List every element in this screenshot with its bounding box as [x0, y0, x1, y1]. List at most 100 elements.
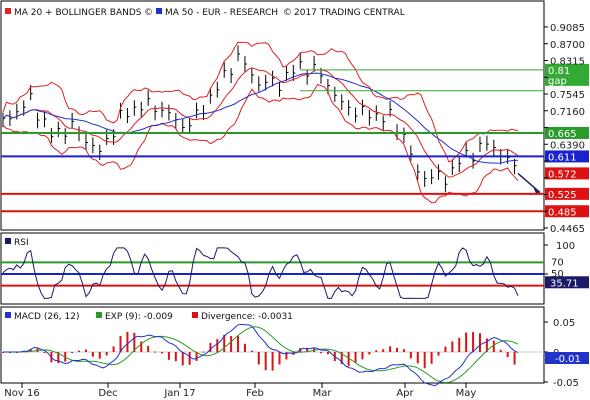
- macd-current-badge: [545, 352, 589, 364]
- divergence-bar: [84, 349, 87, 352]
- divergence-bar: [416, 352, 419, 364]
- ma50-line: [2, 72, 519, 164]
- bollinger-upper-line: [2, 41, 519, 163]
- forecast-arrow: [517, 172, 541, 194]
- divergence-bar: [223, 334, 226, 352]
- legend-ma20-swatch: [5, 8, 11, 14]
- divergence-bar: [340, 352, 343, 365]
- legend-copyright: 2017 TRADING CENTRAL: [294, 8, 405, 18]
- legend-ma50-swatch: [156, 8, 162, 14]
- divergence-bar: [209, 342, 212, 352]
- price-y-tick-label: 0.9085: [550, 23, 585, 34]
- divergence-bar: [264, 352, 267, 371]
- divergence-bar: [444, 346, 447, 352]
- divergence-bar: [154, 351, 157, 353]
- x-tick-label: Mar: [313, 388, 333, 399]
- divergence-bar: [57, 352, 60, 364]
- divergence-bar: [250, 350, 253, 352]
- x-tick-label: Jan 17: [163, 388, 195, 399]
- divergence-bar: [43, 352, 46, 353]
- x-axis: Nov 16 Dec Jan 17 Feb Mar Apr May: [4, 383, 476, 399]
- level-badge-4: [545, 167, 589, 180]
- divergence-bar: [195, 352, 198, 361]
- price-y-tick-label: 0.7160: [550, 107, 585, 118]
- legend-macd-swatch: [5, 312, 11, 318]
- level-badge-6: [545, 205, 589, 218]
- level-badge-5: [545, 187, 589, 200]
- divergence-bar: [278, 352, 281, 365]
- rsi-level-label-1: 50: [551, 269, 564, 280]
- x-tick-label: Apr: [396, 388, 414, 399]
- divergence-bar: [465, 332, 468, 352]
- price-y-tick-label: 0.8700: [550, 40, 585, 51]
- divergence-bar: [451, 341, 454, 352]
- x-tick-label: Nov 16: [4, 388, 39, 399]
- level-label-4: 0.572: [548, 169, 577, 180]
- legend-divergence-label: Divergence: -0.0031: [201, 312, 293, 322]
- divergence-bar: [319, 352, 322, 354]
- level-badge-2: [545, 126, 589, 139]
- divergence-bar: [91, 352, 94, 357]
- divergence-bar: [105, 352, 108, 356]
- divergence-bar: [285, 352, 288, 360]
- divergence-bar: [326, 352, 329, 355]
- rsi-current-label: 35.71: [550, 278, 579, 289]
- legend-rsi-label: RSI: [14, 238, 29, 248]
- divergence-bar: [257, 352, 260, 365]
- divergence-bar: [368, 352, 371, 355]
- divergence-bar: [506, 352, 509, 358]
- rsi-level-label-0: 70: [551, 257, 564, 268]
- level-label-3: 0.611: [548, 152, 577, 163]
- rsi-current-badge: [545, 276, 589, 289]
- divergence-bar: [458, 337, 461, 352]
- macd-y-tick-label: -0.05: [553, 378, 579, 389]
- rsi-panel-frame: [0, 232, 545, 305]
- copyright-icon: ©: [144, 8, 153, 18]
- divergence-bar: [347, 352, 350, 367]
- divergence-bar: [472, 332, 475, 352]
- divergence-bar: [140, 341, 143, 352]
- divergence-bar: [396, 347, 399, 352]
- divergence-bar: [119, 335, 122, 352]
- macd-current-label: -0.01: [555, 354, 581, 365]
- divergence-bar: [174, 352, 177, 362]
- level-label-2: 0.665: [548, 129, 577, 140]
- divergence-bar: [478, 333, 481, 352]
- rsi-y-tick-label: 100: [556, 241, 575, 252]
- divergence-bar: [513, 352, 516, 365]
- macd-panel-frame: [0, 306, 545, 384]
- bollinger-lower-line: [2, 84, 519, 204]
- rsi-legend: RSI: [5, 238, 29, 248]
- divergence-bar: [382, 349, 385, 352]
- divergence-bar: [188, 352, 191, 365]
- legend-exp-label: EXP (9): -0.009: [105, 312, 173, 322]
- divergence-bar: [271, 352, 274, 371]
- legend-ma20-label: MA 20 + BOLLINGER BANDS: [14, 8, 142, 18]
- level-label-0: 0.81: [548, 66, 570, 77]
- divergence-bar: [98, 352, 101, 359]
- legend-ma50-label: MA 50 - EUR - RESEARCH: [165, 8, 278, 18]
- price-y-tick-label: 0.8315: [550, 57, 585, 68]
- price-series: [2, 41, 541, 204]
- divergence-bar: [237, 335, 240, 352]
- price-legend: MA 20 + BOLLINGER BANDS © MA 50 - EUR - …: [5, 8, 405, 18]
- macd-y-axis: 0.050-0.05-0.01: [544, 318, 589, 389]
- rsi-series: [1, 247, 544, 299]
- divergence-bar: [126, 332, 129, 352]
- rsi-line: [2, 247, 519, 299]
- divergence-bar: [361, 352, 364, 360]
- copyright-icon: ©: [283, 8, 292, 18]
- macd-legend: MACD (26, 12) EXP (9): -0.009 Divergence…: [5, 312, 293, 322]
- legend-divergence-swatch: [192, 312, 198, 318]
- divergence-bar: [147, 345, 150, 352]
- divergence-bar: [423, 352, 426, 369]
- macd-y-tick-label: 0.05: [553, 318, 575, 329]
- divergence-bar: [78, 350, 81, 352]
- divergence-bar: [499, 349, 502, 352]
- divergence-bar: [492, 340, 495, 352]
- x-tick-label: May: [456, 388, 477, 399]
- divergence-bar: [230, 336, 233, 352]
